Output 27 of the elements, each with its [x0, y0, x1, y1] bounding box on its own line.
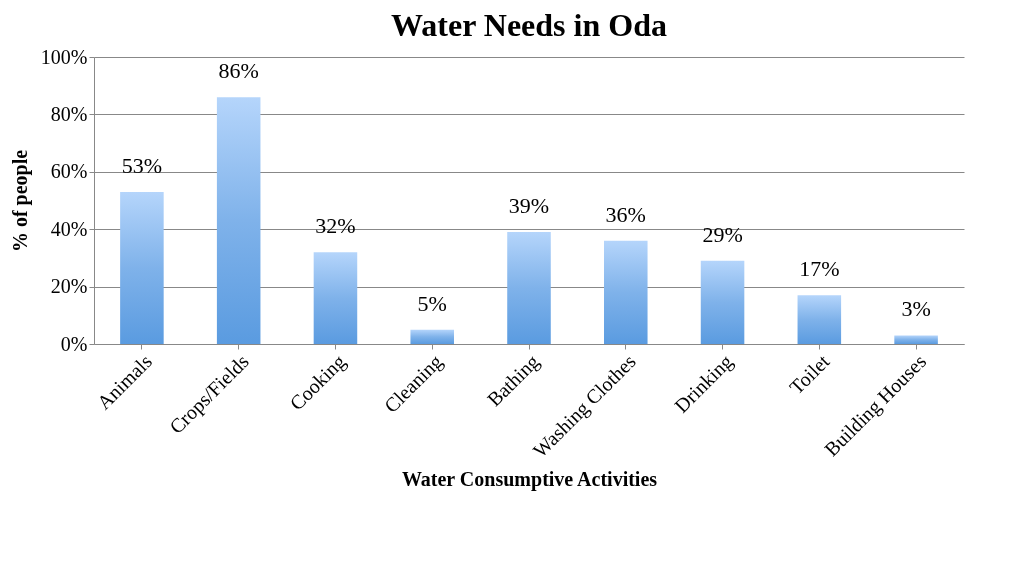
y-tick-label: 60%	[50, 160, 88, 183]
data-label: 53%	[121, 152, 163, 178]
chart-title: Water Needs in Oda	[391, 7, 667, 43]
data-label: 17%	[799, 256, 840, 282]
bar	[797, 295, 842, 344]
y-tick-label: 40%	[50, 217, 88, 240]
bar	[216, 97, 261, 344]
bar	[604, 240, 648, 344]
data-label: 36%	[605, 201, 646, 227]
bar	[894, 335, 938, 344]
y-tick-label: 80%	[50, 102, 88, 125]
data-label: 39%	[508, 193, 550, 219]
data-label: 5%	[417, 290, 447, 316]
bar	[313, 252, 358, 344]
data-label: 86%	[218, 58, 259, 84]
data-label: 29%	[702, 221, 743, 247]
bar	[700, 260, 745, 344]
data-label: 3%	[901, 296, 931, 322]
y-axis-title: % of people	[8, 149, 32, 253]
bar	[120, 191, 164, 344]
bar	[410, 329, 454, 344]
y-tick-label: 100%	[40, 45, 88, 68]
y-tick-label: 0%	[60, 332, 88, 355]
y-tick-label: 20%	[50, 275, 88, 298]
data-label: 32%	[315, 213, 356, 239]
x-axis-title: Water Consumptive Activities	[401, 467, 658, 491]
bar	[507, 232, 551, 344]
